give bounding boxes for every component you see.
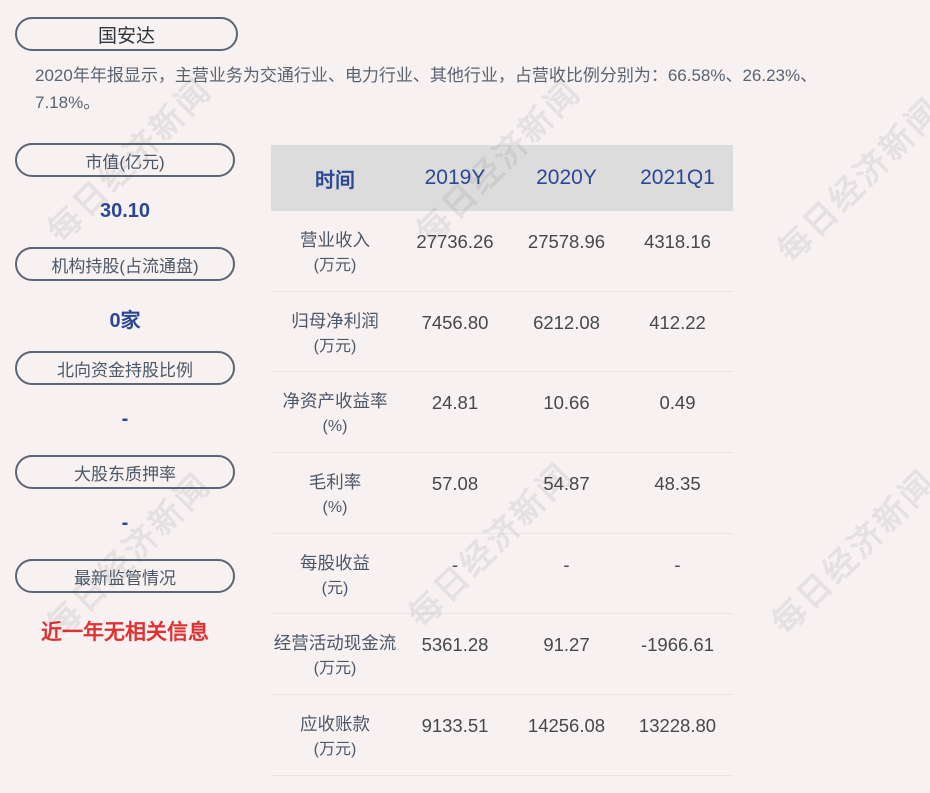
row-unit: (%) (322, 499, 348, 517)
metric-value: 30.10 (99, 200, 151, 222)
table-cell-value: - (674, 553, 681, 575)
table-cell-value: 91.27 (543, 634, 590, 656)
row-unit: (万元) (313, 660, 357, 678)
table-row: 经营活动现金流 (万元) 5361.28 91.27 -1966.61 (271, 614, 733, 696)
metric-group: 北向资金持股比例 - (15, 351, 235, 431)
company-description: 2020年年报显示，主营业务为交通行业、电力行业、其他行业，占营收比例分别为：6… (35, 66, 818, 112)
table-row-label: 净资产收益率 (%) (271, 372, 399, 439)
metric-value: - (121, 408, 129, 430)
watermark-text: 每日经济新闻 (764, 462, 930, 642)
table-cell-value: 13228.80 (638, 715, 717, 737)
table-cell-value: 412.22 (649, 311, 706, 333)
table-row: 营业收入 (万元) 27736.26 27578.96 4318.16 (271, 211, 733, 292)
table-row: 毛利率 (%) 57.08 54.87 48.35 (271, 453, 733, 534)
metric-group: 大股东质押率 - (15, 455, 235, 535)
table-cell-value: 9133.51 (421, 715, 489, 737)
metric-pill-label: 市值(亿元) (85, 152, 165, 172)
metric-value: - (121, 512, 129, 534)
metric-pill: 大股东质押率 (15, 455, 235, 489)
row-unit: (万元) (313, 257, 357, 274)
table-cell-value: 10.66 (543, 392, 590, 414)
metric-group: 最新监管情况近一年无相关信息 (15, 559, 235, 646)
table-row-label: 归母净利润 (万元) (271, 292, 399, 359)
row-name: 归母净利润 (291, 310, 379, 331)
table-row-label: 毛利率 (%) (271, 453, 399, 520)
table-row: 每股收益 (元) - - - (271, 534, 733, 615)
table-header-cell: 2021Q1 (640, 166, 715, 189)
row-unit: (万元) (313, 741, 357, 759)
row-name: 每股收益 (300, 552, 370, 573)
metric-pill-label: 机构持股(占流通盘) (51, 256, 199, 276)
row-name: 净资产收益率 (282, 391, 388, 412)
table-cell-value: - (451, 553, 459, 575)
table-cell-value: 24.81 (431, 392, 479, 414)
table-body: 营业收入 (万元) 27736.26 27578.96 4318.16 归母净利润 (万元)… (271, 211, 733, 776)
table-header-row: 时间 2019Y 2020Y 2021Q1 (271, 145, 733, 211)
metric-value: 0家 (109, 310, 141, 332)
table-row: 归母净利润 (万元) 7456.80 6212.08 412.22 (271, 292, 733, 373)
metric-group: 机构持股(占流通盘) 0家 (15, 247, 235, 333)
table-row-label: 应收账款 (万元) (271, 695, 399, 762)
table-cell-value: 48.35 (654, 473, 701, 495)
metric-pill-label: 北向资金持股比例 (57, 360, 193, 380)
metric-pill-label: 最新监管情况 (74, 568, 176, 588)
metric-value: 近一年无相关信息 (41, 621, 209, 644)
row-name: 营业收入 (300, 230, 370, 250)
row-name: 应收账款 (300, 714, 370, 735)
row-name: 经营活动现金流 (273, 633, 397, 654)
table-cell-value: 54.87 (543, 473, 590, 495)
table-row-label: 营业收入 (万元) (271, 211, 399, 278)
table-row-label: 每股收益 (元) (271, 534, 399, 601)
row-unit: (万元) (313, 337, 357, 355)
table-cell-value: 7456.80 (421, 311, 489, 333)
company-name: 国安达 (97, 25, 155, 47)
table-cell-value: - (563, 553, 570, 575)
table-cell-value: 27578.96 (527, 231, 606, 252)
table-header-cell: 2020Y (536, 166, 597, 189)
metric-pill-label: 大股东质押率 (74, 464, 176, 484)
metric-pill: 机构持股(占流通盘) (15, 247, 235, 281)
table-header-cell: 2019Y (424, 166, 486, 189)
table-header-cell: 时间 (315, 169, 355, 192)
metric-pill: 最新监管情况 (15, 559, 235, 593)
table-row: 净资产收益率 (%) 24.81 10.66 0.49 (271, 372, 733, 454)
metric-pill: 北向资金持股比例 (15, 351, 235, 385)
row-unit: (%) (322, 418, 348, 436)
row-name: 毛利率 (308, 472, 362, 493)
row-unit: (元) (321, 579, 349, 597)
table-cell-value: 4318.16 (644, 231, 711, 252)
metric-pill: 市值(亿元) (15, 143, 235, 177)
table-row-label: 经营活动现金流 (万元) (271, 614, 399, 681)
table-row: 应收账款 (万元) 9133.51 14256.08 13228.80 (271, 695, 733, 776)
company-name-pill: 国安达 (15, 17, 238, 51)
table-cell-value: 0.49 (659, 392, 696, 414)
table-cell-value: -1966.61 (640, 634, 715, 656)
table-cell-value: 27736.26 (416, 231, 494, 252)
table-cell-value: 14256.08 (527, 715, 606, 737)
metric-group: 市值(亿元) 30.10 (15, 143, 235, 223)
table-cell-value: 6212.08 (533, 311, 600, 333)
table-cell-value: 57.08 (431, 473, 479, 495)
table-cell-value: 5361.28 (421, 634, 489, 656)
financials-table: 时间 2019Y 2020Y 2021Q1 营业收入 (万元) 27736.26 27578… (271, 145, 733, 776)
